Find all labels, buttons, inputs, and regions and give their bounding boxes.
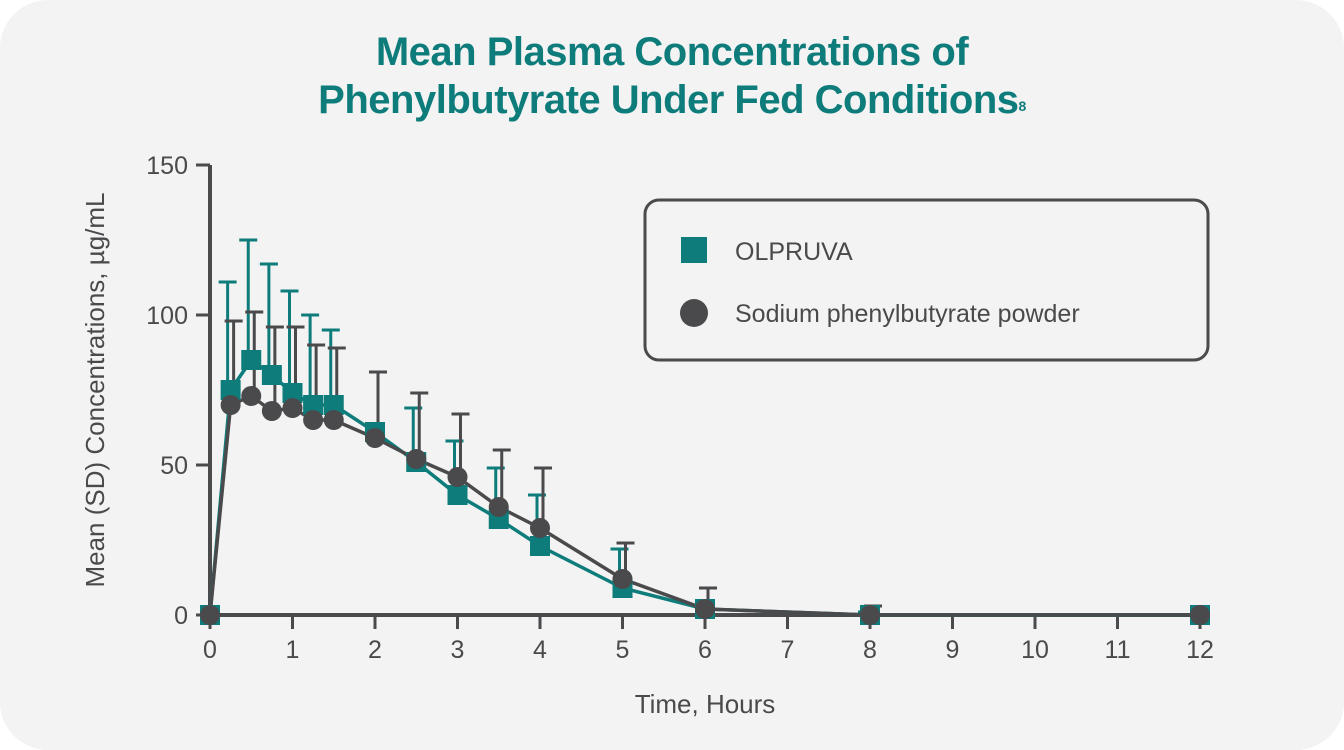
x-tick-label: 2 [368,636,382,664]
x-tick-label: 9 [946,636,960,664]
data-point-square [447,485,468,505]
data-point-circle [365,428,385,448]
data-point-circle [241,386,262,406]
y-tick-label: 150 [146,152,188,180]
x-tick-label: 0 [203,636,217,664]
data-point-circle [282,398,303,418]
title-superscript: 8 [1018,98,1027,114]
y-tick-label: 0 [174,602,188,630]
legend: OLPRUVA Sodium phenylbutyrate powder [643,198,1210,362]
legend-square-marker [681,237,707,263]
x-tick-label: 7 [781,636,795,664]
x-tick-label: 11 [1105,636,1131,664]
y-axis-label: Mean (SD) Concentrations, µg/mL [80,192,110,587]
data-point-circle [1190,605,1210,625]
data-point-circle [323,410,344,430]
x-tick-label: 8 [863,636,877,664]
data-point-circle [406,449,427,469]
data-point-circle [261,401,282,421]
data-point-circle [860,605,880,625]
data-point-square [530,536,550,556]
x-tick-label: 3 [451,636,465,664]
legend-box [643,198,1210,362]
data-point-circle [303,410,324,430]
data-point-circle [220,395,241,415]
legend-label-sodium: Sodium phenylbutyrate powder [735,300,1080,328]
data-point-circle [695,599,715,619]
data-point-circle [488,497,509,517]
data-point-square [241,350,262,370]
x-tick-label: 1 [286,636,300,664]
data-point-circle [612,569,633,589]
data-point-square [323,395,344,415]
x-tick-label: 6 [698,636,712,664]
y-tick-label: 50 [160,452,188,480]
x-tick-label: 5 [616,636,630,664]
data-point-square [303,395,324,415]
data-point-circle [530,518,550,538]
legend-circle-marker [680,299,708,327]
title-line-1: Mean Plasma Concentrations of [375,30,969,74]
series-line-1 [208,393,1200,617]
data-point-circle [200,605,220,625]
data-point-circle [447,467,468,487]
x-tick-label: 10 [1021,636,1049,664]
x-tick-label: 12 [1186,636,1214,664]
x-axis-label: Time, Hours [635,689,776,719]
title-line-2: Phenylbutyrate Under Fed Conditions [318,78,1019,122]
legend-label-olpruva: OLPRUVA [735,238,853,266]
y-tick-label: 100 [146,302,188,330]
x-tick-label: 4 [533,636,547,664]
chart-title: Mean Plasma Concentrations of Phenylbuty… [0,28,1344,124]
data-point-square [220,380,241,400]
data-point-square [282,383,303,403]
series-line-0 [208,357,1200,617]
data-point-square [261,365,282,385]
